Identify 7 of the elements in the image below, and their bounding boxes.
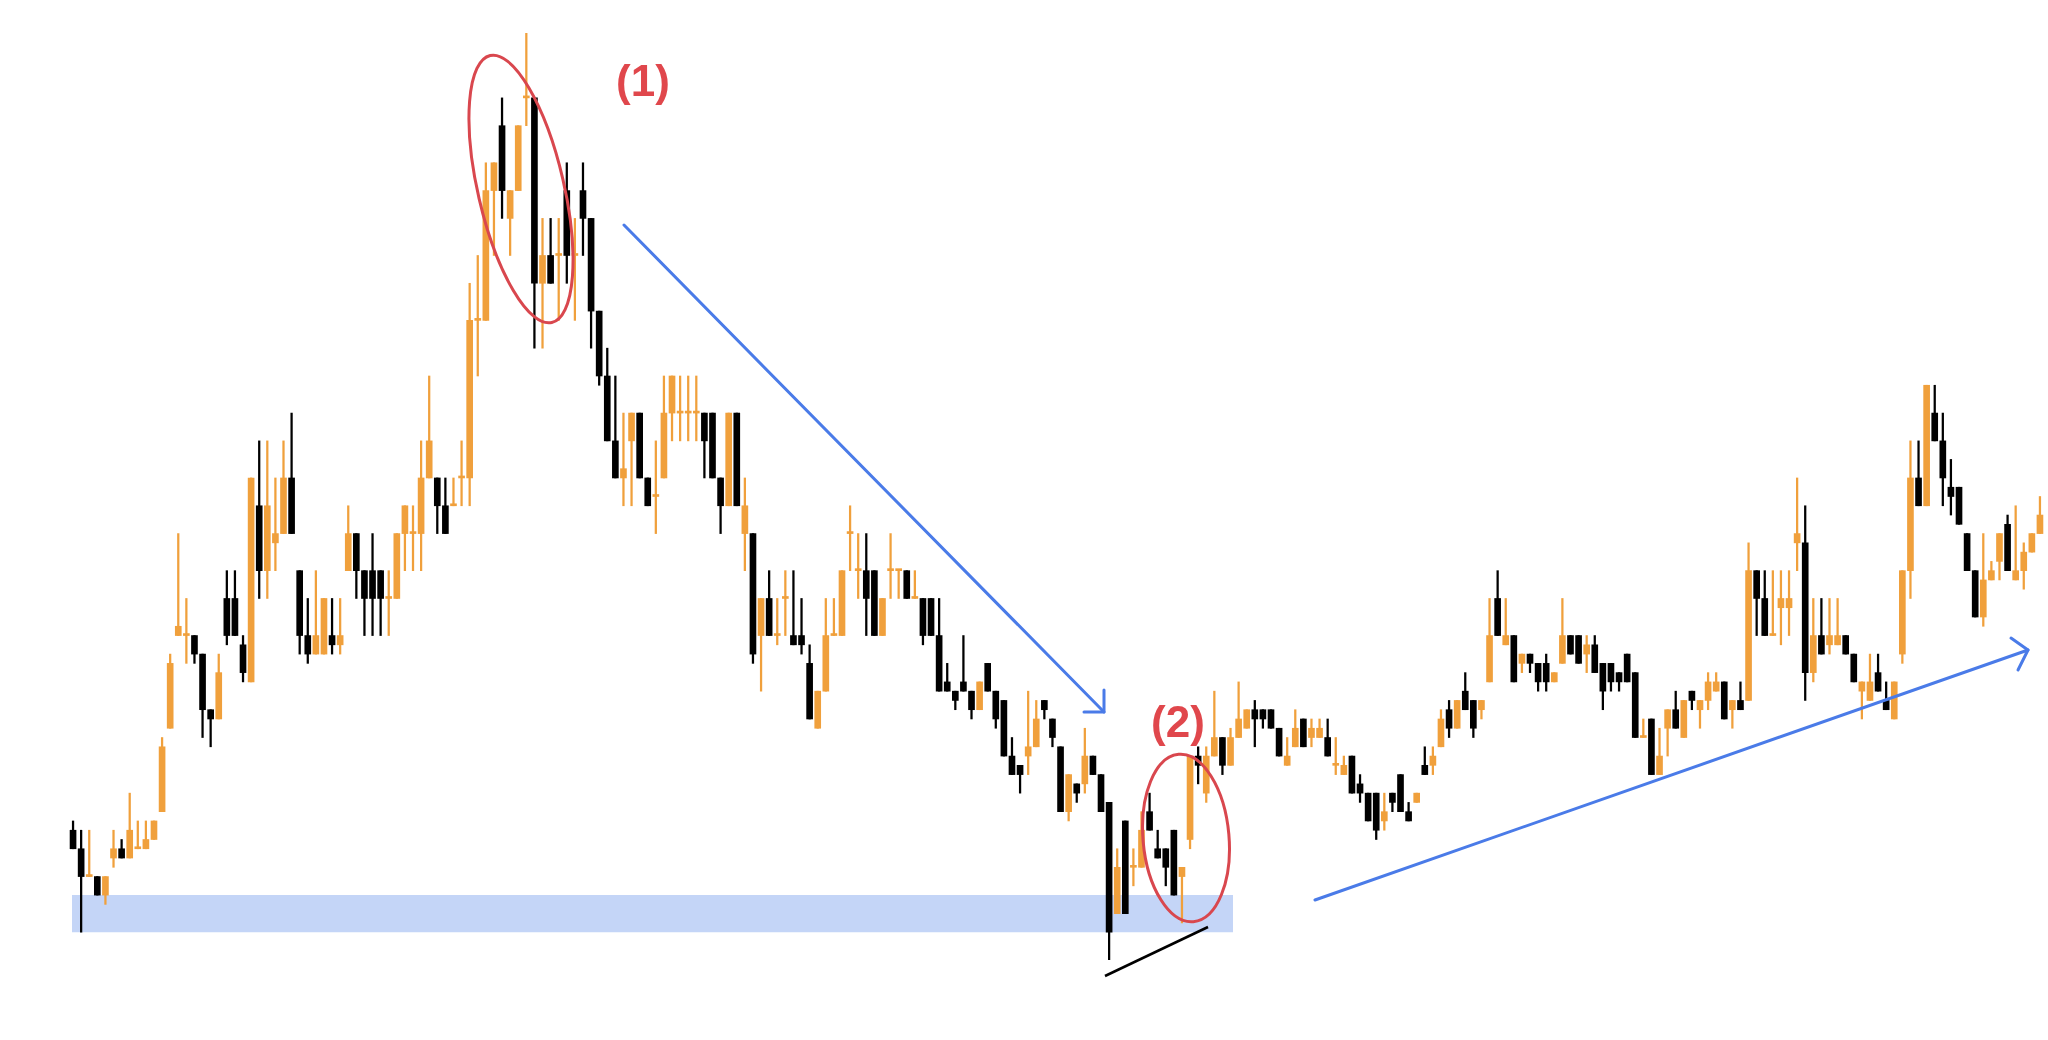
candlestick: [620, 412, 627, 507]
candlestick: [110, 829, 117, 868]
candlestick: [628, 412, 635, 507]
candlestick: [539, 218, 546, 349]
annotation: (1): [616, 56, 670, 106]
candlestick: [450, 477, 457, 507]
annotation: (2): [1151, 697, 1205, 747]
